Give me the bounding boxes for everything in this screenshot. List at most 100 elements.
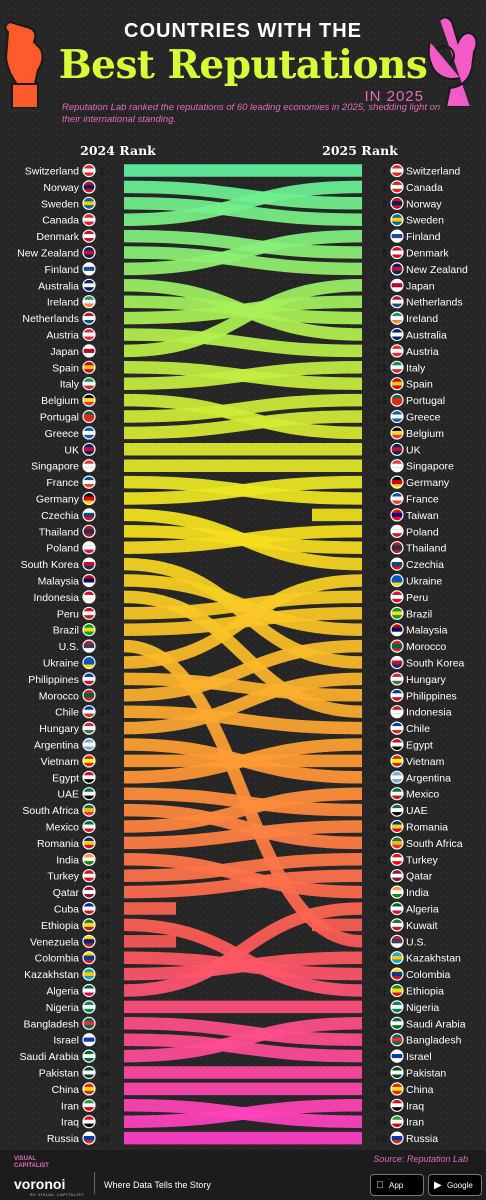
rank-number: 2 [99,183,105,194]
flag-italy-icon [82,377,96,391]
country-label: Chile [406,723,430,735]
country-label: Portugal [40,412,79,424]
ribbon-india [123,853,363,899]
ribbon-venezuela [124,935,176,948]
flag-vietnam-icon [82,754,96,768]
flag-japan-icon [390,278,404,292]
row-2024-singapore: Singapore 19 [31,459,111,473]
row-2025-colombia: 50 Colombia [376,967,451,981]
flag-u-s-icon [82,639,96,653]
row-2024-poland: Poland 24 [46,541,111,555]
row-2025-nigeria: 52 Nigeria [376,1000,439,1014]
row-2024-netherlands: Netherlands 10 [22,311,111,325]
flag-australia-icon [390,327,404,342]
flag-switzerland-icon [82,163,96,178]
rank-number: 46 [376,905,388,916]
flag-hungary-icon [82,721,96,735]
country-label: China [52,1084,80,1096]
country-label: Portugal [406,395,445,407]
flag-nigeria-icon [390,1000,404,1014]
ribbon-cuba [124,902,176,915]
rank-number: 23 [99,527,111,538]
flag-bangladesh-icon [82,1016,96,1030]
flag-morocco-icon [390,639,404,653]
ribbon-ethiopia [123,918,363,997]
row-2024-peru: Peru 28 [57,606,111,620]
rank-number: 60 [99,1134,111,1145]
row-2024-mexico: Mexico 41 [46,819,111,834]
ribbon-norway [123,180,363,210]
flag-chile-icon [390,721,404,735]
rank-number: 55 [376,1052,388,1063]
rank-number: 52 [376,1003,388,1014]
flag-morocco-icon [82,688,96,702]
flag-spain-icon [390,377,404,391]
rank-number: 28 [99,609,111,620]
country-label: Chile [55,707,79,719]
ribbon-turkey [123,853,363,882]
rank-number: 15 [376,396,388,407]
flag-denmark-icon [82,229,96,243]
country-label: Singapore [406,461,454,473]
flag-singapore-icon [82,459,96,473]
google-play-button[interactable]: ▶ Google Play [428,1174,482,1196]
row-2025-ireland: 10 Ireland [376,311,438,325]
row-2025-mexico: 39 Mexico [376,787,439,801]
rank-number: 50 [376,970,388,981]
country-label: Morocco [406,641,446,653]
rank-number: 18 [99,445,111,456]
ribbon-canada [123,180,363,226]
flag-argentina-icon [82,737,96,752]
flag-turkey-icon [390,852,404,866]
row-2025-australia: 11 Australia [376,327,447,342]
ribbon-finland [123,229,363,276]
rank-number: 50 [99,970,111,981]
country-label: UK [64,444,79,456]
flag-romania-icon [390,819,404,834]
row-2024-china: China 57 [52,1082,111,1096]
country-label: UK [406,444,421,456]
flag-pakistan-icon [82,1065,96,1080]
country-label: UAE [57,789,79,801]
rank-number: 20 [376,478,388,489]
row-2025-pakistan: 56 Pakistan [376,1065,446,1080]
rank-number: 60 [376,1134,388,1145]
flag-philippines-icon [82,672,96,686]
ribbon-spain [123,361,363,390]
app-store-button[interactable]:  App Store [370,1174,424,1196]
country-label: Czechia [41,510,79,522]
flag-thailand-icon [390,541,404,555]
row-2024-qatar: Qatar 45 [53,885,111,899]
flag-philippines-icon [390,688,404,702]
row-2024-romania: Romania 42 [37,836,111,850]
row-2025-algeria: 46 Algeria [376,901,439,916]
row-2024-austria: Austria 11 [46,327,110,342]
country-label: Italy [406,362,426,374]
row-2025-south-korea: 31 South Korea [376,655,465,670]
flag-bangladesh-icon [390,1033,404,1047]
ribbon-denmark [123,229,363,259]
flag-turkey-icon [82,869,96,883]
voronoi-logo[interactable]: voronoi [14,1176,66,1192]
country-label: Bangladesh [24,1018,80,1030]
rank-number: 14 [99,380,111,391]
country-label: Philippines [406,690,457,702]
country-label: Ireland [47,297,79,309]
flag-sweden-icon [82,196,96,210]
row-2025-austria: 12 Austria [376,344,439,358]
country-label: Peru [57,608,79,620]
country-label: Ethiopia [406,986,444,998]
rank-number: 32 [99,675,111,686]
country-label: Belgium [41,395,79,407]
ribbon-new-zealand [123,246,363,276]
country-label: Australia [38,280,79,292]
rank-number: 13 [376,363,388,374]
flag-brazil-icon [82,623,96,637]
country-label: Venezuela [30,936,79,948]
flag-qatar-icon [82,885,96,899]
flag-taiwan-icon [390,508,404,522]
row-2025-south-africa: 42 South Africa [376,836,463,850]
flag-iran-icon [82,1098,96,1112]
ribbon-czechia [123,508,363,571]
row-2024-malaysia: Malaysia 26 [38,573,111,588]
